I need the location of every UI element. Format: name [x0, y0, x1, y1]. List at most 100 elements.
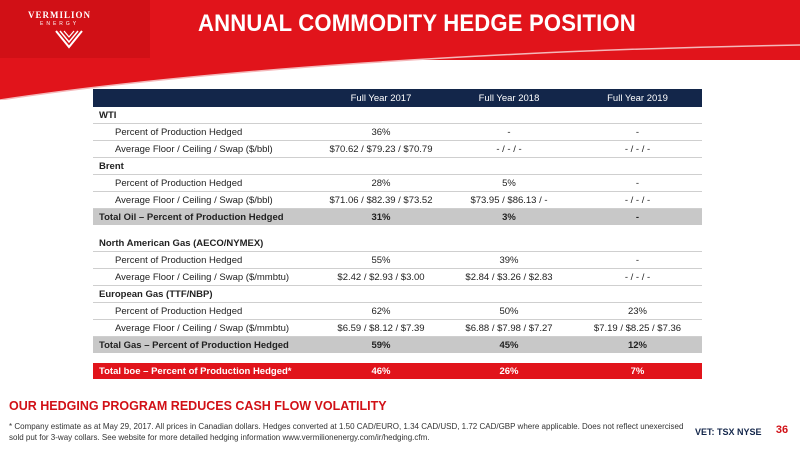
table-row: Average Floor / Ceiling / Swap ($/mmbtu)… [93, 319, 702, 337]
row-label: North American Gas (AECO/NYMEX) [93, 235, 317, 252]
row-value: 26% [445, 363, 573, 379]
row-value: 50% [445, 302, 573, 320]
table-row: Total boe – Percent of Production Hedged… [93, 363, 702, 379]
row-value [317, 226, 445, 236]
table-row: Average Floor / Ceiling / Swap ($/mmbtu)… [93, 268, 702, 286]
footnote: * Company estimate as at May 29, 2017. A… [9, 422, 684, 442]
row-value [573, 354, 702, 364]
table-row: Total Gas – Percent of Production Hedged… [93, 336, 702, 354]
row-value: 46% [317, 363, 445, 379]
row-value [317, 235, 445, 252]
company-logo: VERMILION ENERGY [0, 0, 150, 58]
row-label: Total boe – Percent of Production Hedged… [93, 363, 317, 379]
row-value: 59% [317, 336, 445, 354]
row-value: $7.19 / $8.25 / $7.36 [573, 319, 702, 337]
row-value: $73.95 / $86.13 / - [445, 191, 573, 209]
row-value: $2.42 / $2.93 / $3.00 [317, 268, 445, 286]
row-value: 23% [573, 302, 702, 320]
row-label: Average Floor / Ceiling / Swap ($/bbl) [93, 140, 317, 158]
row-value [445, 354, 573, 364]
row-value [317, 107, 445, 124]
row-value [445, 226, 573, 236]
table-header-row: Full Year 2017 Full Year 2018 Full Year … [93, 89, 702, 107]
row-value: 12% [573, 336, 702, 354]
row-label [93, 226, 317, 236]
row-value: 3% [445, 208, 573, 226]
row-value: - / - / - [445, 140, 573, 158]
table-row: Percent of Production Hedged 28% 5% - [93, 174, 702, 192]
page-number: 36 [775, 424, 789, 436]
table-row: Percent of Production Hedged 55% 39% - [93, 251, 702, 269]
row-label: Total Gas – Percent of Production Hedged [93, 336, 317, 354]
row-value: 62% [317, 302, 445, 320]
table-row: Percent of Production Hedged 36% - - [93, 123, 702, 141]
table-row: WTI [93, 107, 702, 124]
row-label: Percent of Production Hedged [93, 251, 317, 269]
row-value [573, 107, 702, 124]
row-value: 31% [317, 208, 445, 226]
tagline: OUR HEDGING PROGRAM REDUCES CASH FLOW VO… [9, 399, 387, 413]
row-value: $2.84 / $3.26 / $2.83 [445, 268, 573, 286]
row-label: Average Floor / Ceiling / Swap ($/bbl) [93, 191, 317, 209]
hedge-table: Full Year 2017 Full Year 2018 Full Year … [93, 89, 702, 379]
row-value [445, 235, 573, 252]
row-value: - / - / - [573, 191, 702, 209]
row-value: - [573, 174, 702, 192]
row-label: Percent of Production Hedged [93, 174, 317, 192]
row-value: - / - / - [573, 268, 702, 286]
row-label: Percent of Production Hedged [93, 302, 317, 320]
row-label: Brent [93, 157, 317, 175]
row-value: 5% [445, 174, 573, 192]
row-value [317, 285, 445, 303]
row-label [93, 354, 317, 364]
row-label: European Gas (TTF/NBP) [93, 285, 317, 303]
table-row: Total Oil – Percent of Production Hedged… [93, 208, 702, 226]
row-label: Percent of Production Hedged [93, 123, 317, 141]
row-value [317, 157, 445, 175]
row-value: - [573, 123, 702, 141]
table-row: Percent of Production Hedged 62% 50% 23% [93, 302, 702, 320]
row-value: - / - / - [573, 140, 702, 158]
logo-sub: ENERGY [40, 21, 80, 27]
row-value [445, 157, 573, 175]
row-value [445, 107, 573, 124]
row-value: 36% [317, 123, 445, 141]
row-value: 45% [445, 336, 573, 354]
page-title: ANNUAL COMMODITY HEDGE POSITION [198, 10, 636, 37]
row-value [445, 285, 573, 303]
row-value: - [573, 251, 702, 269]
exchange-listing: VET: TSX NYSE [695, 427, 762, 437]
table-row: Average Floor / Ceiling / Swap ($/bbl) $7… [93, 140, 702, 158]
row-value: $6.59 / $8.12 / $7.39 [317, 319, 445, 337]
header-cell: Full Year 2018 [445, 89, 573, 107]
row-value: $70.62 / $79.23 / $70.79 [317, 140, 445, 158]
row-label: Average Floor / Ceiling / Swap ($/mmbtu) [93, 268, 317, 286]
table-row [93, 226, 702, 236]
row-value: 39% [445, 251, 573, 269]
row-value [573, 235, 702, 252]
row-value: 7% [573, 363, 702, 379]
header-cell: Full Year 2019 [573, 89, 702, 107]
row-value: 55% [317, 251, 445, 269]
row-value: - [573, 208, 702, 226]
table-row: Average Floor / Ceiling / Swap ($/bbl) $7… [93, 191, 702, 209]
row-value [573, 285, 702, 303]
logo-name: VERMILION [28, 10, 92, 20]
table-row [93, 354, 702, 364]
table-row: North American Gas (AECO/NYMEX) [93, 235, 702, 252]
header-cell [93, 89, 317, 107]
row-label: WTI [93, 107, 317, 124]
row-value: - [445, 123, 573, 141]
row-label: Total Oil – Percent of Production Hedged [93, 208, 317, 226]
table-row: European Gas (TTF/NBP) [93, 285, 702, 303]
table-row: Brent [93, 157, 702, 175]
logo-mark-icon [55, 30, 83, 49]
row-value: $71.06 / $82.39 / $73.52 [317, 191, 445, 209]
row-value: 28% [317, 174, 445, 192]
row-value [317, 354, 445, 364]
row-label: Average Floor / Ceiling / Swap ($/mmbtu) [93, 319, 317, 337]
row-value: $6.88 / $7.98 / $7.27 [445, 319, 573, 337]
header-swoosh [0, 40, 800, 100]
header-cell: Full Year 2017 [317, 89, 445, 107]
row-value [573, 226, 702, 236]
